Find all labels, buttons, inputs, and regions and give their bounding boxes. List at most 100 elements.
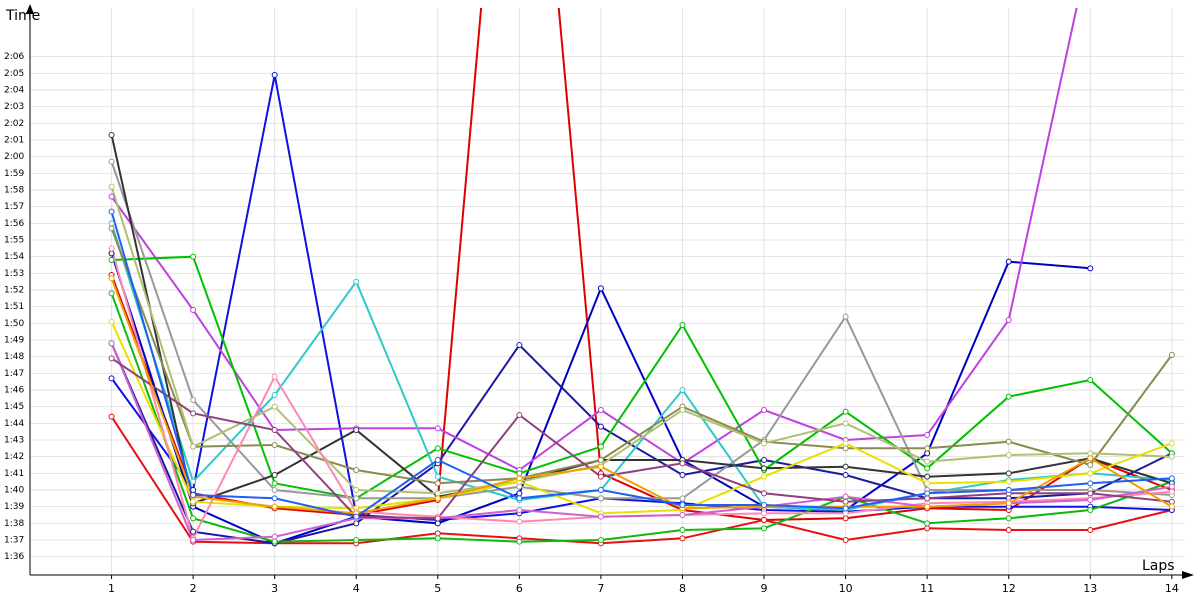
y-axis-label: Time: [5, 8, 40, 24]
point: [842, 313, 849, 320]
y-tick-label: 2:03: [4, 102, 24, 112]
point: [190, 492, 197, 498]
x-tick-label: 7: [597, 582, 604, 595]
point: [1005, 527, 1012, 533]
point: [842, 472, 849, 478]
series-line: [110, 161, 1172, 500]
point: [597, 285, 604, 292]
point: [597, 407, 604, 413]
point: [1005, 438, 1012, 445]
y-tick-label: 1:51: [4, 302, 24, 312]
point: [353, 487, 360, 493]
x-tick-label: 4: [353, 582, 360, 595]
point: [190, 478, 197, 485]
point: [679, 407, 686, 413]
point: [761, 517, 768, 523]
series-line: [110, 222, 1172, 512]
y-tick-label: 1:55: [4, 236, 24, 246]
point: [434, 535, 441, 542]
point: [434, 530, 441, 537]
point: [190, 487, 197, 493]
y-tick-label: 1:57: [4, 202, 24, 212]
y-tick-label: 2:05: [4, 69, 24, 79]
series-line: [110, 342, 1173, 545]
point: [271, 503, 278, 510]
series-line: [111, 255, 1173, 500]
point: [108, 318, 115, 325]
point: [1087, 455, 1094, 462]
point: [190, 498, 197, 505]
point: [434, 445, 441, 452]
point: [761, 457, 768, 463]
point: [597, 513, 604, 520]
point: [1005, 452, 1012, 458]
point: [679, 387, 686, 393]
point: [679, 322, 686, 328]
y-tick-label: 2:02: [4, 119, 24, 129]
point: [842, 445, 849, 452]
series-line: [110, 227, 1173, 485]
point: [516, 470, 523, 477]
point: [842, 493, 849, 500]
point: [842, 408, 849, 415]
point: [1005, 317, 1012, 323]
series-line: [110, 186, 1172, 495]
point: [516, 490, 523, 497]
point: [1168, 475, 1175, 482]
point: [108, 275, 115, 282]
y-tick-label: 2:04: [4, 86, 24, 96]
point: [597, 463, 604, 470]
y-tick-label: 1:36: [4, 552, 24, 562]
series-line: [110, 134, 1173, 505]
x-tick-label: 8: [679, 582, 686, 595]
x-tick-label: 12: [1002, 582, 1016, 595]
point: [108, 250, 115, 257]
point: [1005, 470, 1012, 477]
point: [597, 457, 604, 463]
series-line: [110, 416, 1173, 545]
point: [434, 490, 441, 497]
point: [516, 342, 523, 348]
point: [1087, 462, 1094, 468]
point: [1005, 393, 1012, 400]
y-tick-label: 1:52: [4, 286, 24, 296]
y-tick-label: 1:46: [4, 386, 24, 396]
point: [108, 183, 115, 190]
point: [679, 512, 686, 518]
x-tick-label: 11: [920, 582, 934, 595]
point: [842, 537, 849, 543]
point: [924, 458, 931, 465]
y-tick-label: 1:59: [4, 169, 24, 179]
y-tick-label: 1:48: [4, 352, 24, 362]
point: [1087, 497, 1094, 503]
point: [1087, 527, 1094, 533]
y-tick-label: 1:37: [4, 536, 24, 546]
y-tick-label: 1:42: [4, 452, 24, 462]
point: [1168, 440, 1175, 447]
point: [1168, 503, 1175, 510]
point: [597, 537, 604, 543]
point: [434, 495, 441, 502]
y-tick-label: 1:53: [4, 269, 24, 279]
point: [108, 375, 115, 382]
point: [761, 465, 768, 472]
point: [924, 450, 931, 457]
point: [761, 502, 768, 508]
point: [597, 495, 604, 502]
point: [924, 465, 931, 472]
point: [271, 480, 278, 487]
point: [1005, 258, 1012, 265]
point: [679, 460, 686, 467]
point: [1168, 498, 1175, 505]
point: [924, 480, 931, 487]
point: [434, 480, 441, 487]
x-tick-label: 14: [1165, 582, 1179, 595]
point: [842, 510, 849, 517]
point: [679, 502, 686, 508]
series-line: [110, 8, 1173, 522]
point: [434, 473, 441, 480]
point: [271, 72, 278, 78]
point: [108, 245, 115, 252]
point: [761, 525, 768, 532]
point: [1168, 352, 1175, 358]
